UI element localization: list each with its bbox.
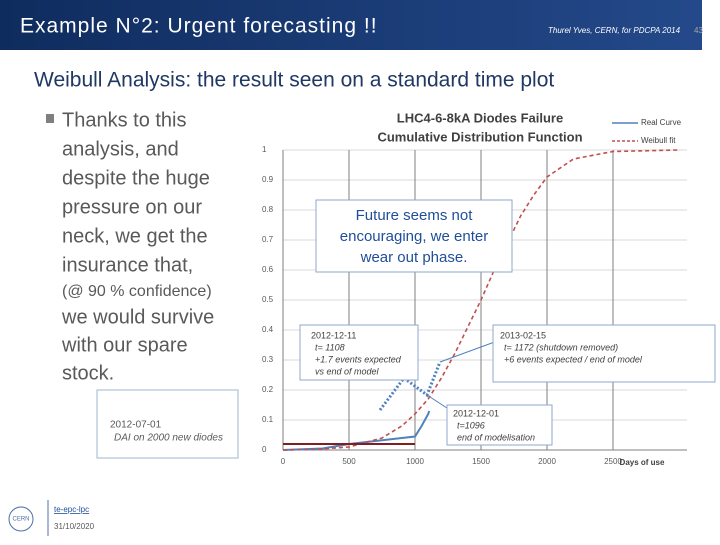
y-tick-label: 0.5 bbox=[262, 295, 274, 304]
bullet-text: Thanks to this analysis, and despite the h… bbox=[61, 109, 214, 384]
annotation-arrow bbox=[439, 339, 501, 363]
chart: LHC4-6-8kA Diodes Failure Cumulative Dist… bbox=[262, 110, 716, 467]
annotation-text: vs end of model bbox=[315, 366, 380, 376]
y-tick-label: 0.2 bbox=[262, 385, 274, 394]
x-tick-label: 2000 bbox=[538, 457, 556, 466]
series-line bbox=[282, 410, 431, 451]
annotation-box bbox=[446, 404, 553, 446]
annotation-text: wear out phase. bbox=[360, 249, 468, 266]
bullet-line: analysis, and bbox=[62, 138, 179, 160]
annotation-box bbox=[492, 324, 716, 383]
bullet-line: Thanks to this bbox=[62, 109, 187, 131]
annotation-text: 2012-12-01 bbox=[453, 408, 499, 418]
bullet-line: insurance that, bbox=[62, 254, 193, 276]
logo-text: CERN bbox=[12, 517, 29, 523]
annotation-text: end of modelisation bbox=[457, 432, 535, 442]
annotation-text: t= 1172 (shutdown removed) bbox=[504, 342, 618, 352]
y-tick-label: 0 bbox=[262, 445, 267, 454]
legend-label: Real Curve bbox=[641, 118, 682, 127]
bullet-line: neck, we get the bbox=[62, 225, 208, 247]
subtitle: Weibull Analysis: the result seen on a s… bbox=[34, 69, 554, 92]
x-tick-label: 1000 bbox=[406, 457, 424, 466]
y-tick-label: 0.9 bbox=[262, 175, 274, 184]
annotation-text: +6 events expected / end of model bbox=[504, 354, 643, 364]
header-title: Example N°2: Urgent forecasting !! bbox=[20, 15, 378, 38]
footer-date: 31/10/2020 bbox=[54, 522, 95, 531]
y-tick-label: 0.1 bbox=[262, 415, 274, 424]
callout-box bbox=[96, 389, 239, 459]
annotation-text: encouraging, we enter bbox=[340, 228, 488, 245]
legend-label: Weibull fit bbox=[641, 136, 676, 145]
annotation-text: +1.7 events expected bbox=[315, 354, 402, 364]
x-tick-label: 2500 bbox=[604, 457, 622, 466]
y-tick-label: 0.3 bbox=[262, 355, 274, 364]
bullet-line: stock. bbox=[62, 362, 114, 384]
callout-text: DAI on 2000 new diodes bbox=[114, 433, 223, 444]
annotation-box bbox=[315, 199, 513, 273]
x-tick-label: 500 bbox=[342, 457, 356, 466]
bullet-marker bbox=[46, 114, 54, 123]
bullet-line: we would survive bbox=[61, 306, 214, 328]
y-tick-label: 0.7 bbox=[262, 235, 274, 244]
logo bbox=[8, 506, 34, 532]
annotation-text: 2013-02-15 bbox=[500, 330, 546, 340]
annotation-text: t=1096 bbox=[457, 420, 485, 430]
dotted-marker bbox=[378, 361, 442, 411]
callout-date: 2012-07-01 bbox=[110, 420, 162, 431]
y-tick-label: 1 bbox=[262, 145, 267, 154]
y-tick-label: 0.8 bbox=[262, 205, 274, 214]
y-tick-label: 0.4 bbox=[262, 325, 274, 334]
page-number: 43 bbox=[694, 26, 703, 35]
chart-title: Cumulative Distribution Function bbox=[377, 129, 582, 144]
chart-title: LHC4-6-8kA Diodes Failure bbox=[397, 110, 563, 125]
x-tick-label: 0 bbox=[281, 457, 286, 466]
annotation-text: 2012-12-11 bbox=[311, 330, 356, 340]
header-bar bbox=[0, 0, 702, 50]
bullet-line: pressure on our bbox=[62, 196, 202, 218]
series-line bbox=[282, 149, 680, 451]
header-author: Thurel Yves, CERN, for PDCPA 2014 bbox=[548, 26, 681, 35]
x-axis-label: Days of use bbox=[620, 458, 665, 467]
annotation-text: Future seems not bbox=[356, 207, 474, 224]
x-tick-label: 1500 bbox=[472, 457, 490, 466]
bullet-line: with our spare bbox=[61, 334, 188, 356]
annotation-arrow bbox=[426, 394, 451, 411]
y-tick-label: 0.6 bbox=[262, 265, 274, 274]
bullet-note: (@ 90 % confidence) bbox=[62, 283, 212, 300]
bullet-line: despite the huge bbox=[62, 167, 210, 189]
annotation-text: t= 1108 bbox=[315, 342, 345, 352]
annotation-box bbox=[299, 324, 419, 381]
footer-link[interactable]: te-epc-lpc bbox=[54, 505, 89, 514]
